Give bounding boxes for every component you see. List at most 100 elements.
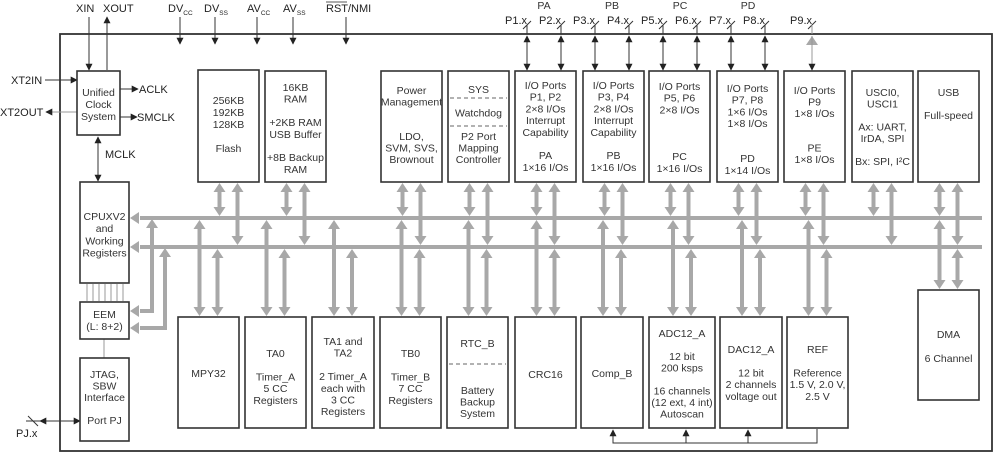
eem-bus-link [140,226,154,313]
bus-arrowhead [933,220,946,229]
pa-block-frame [514,70,577,183]
bus-arrowhead [413,249,426,258]
bus-arrowhead [598,183,611,192]
crc-block-frame [514,316,577,429]
bus-arrowhead [664,207,677,216]
port-pin-label: P2.x [539,15,562,27]
eem-bus-link [140,255,167,330]
flash-block-text: 256KB [213,95,245,107]
cpu-block-text: and [96,223,114,235]
bus-arrowhead [231,183,244,192]
bus-arrowhead [732,207,745,216]
bus-arrowhead [298,183,311,192]
bus-arrowhead [463,183,476,192]
bus-arrowhead [933,280,946,289]
power-block-text: Management [381,97,442,109]
bus-arrowhead [667,220,679,229]
pin-avcc: AVCC [247,3,271,17]
port-group-label: PC [673,0,688,12]
bus-arrowhead [951,249,964,258]
ref-block-frame [786,316,849,429]
usb-block: USB Full-speed [917,70,980,183]
rtc-block-text: System [460,408,495,420]
bus-arrowhead [664,183,677,192]
ram-block-text: USB Buffer [269,129,322,141]
ucs-block-text: Clock [85,99,112,111]
dac-block-text: 2 channels [726,379,777,391]
jtag-block-text: JTAG, [90,369,119,381]
bus-arrowhead [414,236,427,245]
sys-block-text: Mapping [458,143,498,155]
bus-arrowhead [885,236,898,245]
bus-arrowhead [548,307,561,316]
bus-arrowhead [548,236,561,245]
cpu-block-text: CPUXV2 [83,211,125,223]
bus-arrowhead [280,183,293,192]
pin-xout: XOUT [103,3,134,15]
pa-block-text: PA [539,150,552,162]
bus-arrowhead [396,183,409,192]
debug-interconnect [86,284,124,358]
ram-block-frame [264,70,327,183]
tb0-block-frame [379,316,442,429]
pc-block-text: P5, P6 [664,93,696,105]
pa-block-text: I/O Ports [525,80,566,92]
cpu-block-frame [79,181,130,284]
pb-block-text: PB [606,150,620,162]
bus-arrowhead [462,307,475,316]
pb-block-text: Capability [590,127,637,139]
bus-arrowhead [146,219,158,228]
port-pin-label: P5.x [641,15,664,27]
comp-block-frame [580,316,644,429]
bus-arrowhead [130,305,139,317]
bus-arrowhead [802,220,815,229]
tb0-block-text: TB0 [401,348,420,360]
jtag-block-text: Port PJ [87,415,121,427]
ta12-block-text: TA2 [334,348,353,360]
ram-block-text: 16KB [283,82,309,94]
xt2in-label: XT2IN [11,75,42,87]
mpy-block-frame [177,316,240,429]
dac-block-text: voltage out [725,391,776,403]
usb-block-text: USB [938,87,960,99]
bus-arrowhead [754,307,766,316]
eem-block-text: EEM [93,309,116,321]
ref-bus-line [612,429,818,444]
bus-arrowhead [667,307,679,316]
ref-block-text: REF [807,344,828,356]
port-pin-label: P8.x [743,15,766,27]
rtc-block-text: Battery [461,385,495,397]
pe-block-text: PE [807,143,821,155]
pb-block-text: 1×16 I/Os [591,162,637,174]
bus-arrowhead [799,183,812,192]
bus-arrowhead [481,183,494,192]
bus-arrowhead [480,307,493,316]
bus-arrowhead [462,220,475,229]
pd-block-frame [716,70,779,183]
bus-arrowhead [548,183,561,192]
usci-block-frame [851,70,914,183]
pa-block-text: 1×16 I/Os [523,162,569,174]
adc-block-text: Autoscan [660,409,704,421]
usci-block-text: USCI0, [866,87,900,99]
cpu-bus-arrowhead [130,212,139,224]
port-pin-label: P6.x [675,15,698,27]
pd-block-text: PD [740,153,755,165]
usb-block-text: Full-speed [924,110,973,122]
ta0-block-text: Registers [253,395,297,407]
bus-arrowhead [280,207,293,216]
bus-arrowhead [346,249,358,258]
comp-block-text: Comp_B [592,368,633,380]
adc-block-text: ADC12_A [659,328,706,340]
port-pin-label: P4.x [607,15,630,27]
power-block-text: LDO, [399,131,424,143]
bus-arrowhead [597,307,609,316]
bus-arrowhead [211,249,224,258]
adc-block-text: 12 bit [669,351,695,363]
ta0-block-text: 5 CC [264,383,288,395]
